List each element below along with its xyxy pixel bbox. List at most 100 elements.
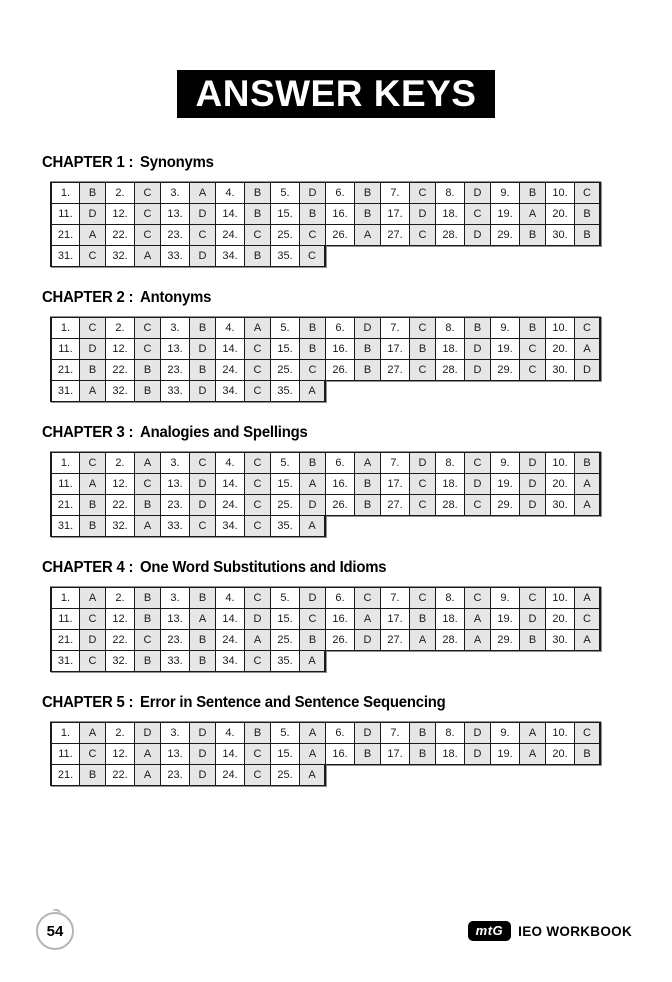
chapter-section-2: CHAPTER 2 : Antonyms 1. C 2. C 3. B 4. A 5. B 6. D 7. C… bbox=[42, 289, 630, 402]
answer-cell: D bbox=[464, 359, 491, 381]
question-number-cell: 4. bbox=[215, 722, 245, 744]
answer-cell: C bbox=[244, 650, 271, 672]
question-number-cell: 11. bbox=[50, 338, 80, 360]
question-number-cell: 8. bbox=[435, 587, 465, 609]
question-number-cell: 18. bbox=[435, 608, 465, 630]
question-number-cell: 10. bbox=[545, 182, 575, 204]
chapter-name: Error in Sentence and Sentence Sequencin… bbox=[140, 694, 446, 711]
answer-cell: C bbox=[189, 224, 216, 246]
question-number-cell: 25. bbox=[270, 359, 300, 381]
question-number-cell: 20. bbox=[545, 743, 575, 765]
question-number-cell: 9. bbox=[490, 317, 520, 339]
answer-cell: D bbox=[189, 494, 216, 516]
question-number-cell: 22. bbox=[105, 494, 135, 516]
answer-cell: C bbox=[79, 743, 106, 765]
question-number-cell: 30. bbox=[545, 359, 575, 381]
answer-cell: A bbox=[134, 515, 161, 537]
question-number-cell: 13. bbox=[160, 743, 190, 765]
question-number-cell: 16. bbox=[325, 338, 355, 360]
question-number-cell: 6. bbox=[325, 182, 355, 204]
workbook-title: IEO WORKBOOK bbox=[518, 923, 632, 939]
answer-cell: D bbox=[189, 764, 216, 786]
question-number-cell: 27. bbox=[380, 629, 410, 651]
answer-cell: B bbox=[244, 182, 271, 204]
chapter-heading: CHAPTER 3 : Analogies and Spellings bbox=[42, 424, 606, 442]
answer-cell: C bbox=[409, 224, 436, 246]
question-number-cell: 12. bbox=[105, 338, 135, 360]
question-number-cell: 12. bbox=[105, 608, 135, 630]
answer-cell: A bbox=[464, 608, 491, 630]
question-number-cell: 4. bbox=[215, 317, 245, 339]
answer-cell: A bbox=[519, 743, 546, 765]
question-number-cell: 20. bbox=[545, 473, 575, 495]
question-number-cell: 24. bbox=[215, 359, 245, 381]
answer-cell: C bbox=[79, 650, 106, 672]
answer-cell: B bbox=[409, 722, 436, 744]
answer-cell: D bbox=[354, 629, 381, 651]
question-number-cell: 15. bbox=[270, 203, 300, 225]
answer-cell: D bbox=[464, 743, 491, 765]
question-number-cell: 31. bbox=[50, 245, 80, 267]
answer-cell: D bbox=[464, 473, 491, 495]
question-number-cell: 35. bbox=[270, 650, 300, 672]
question-number-cell: 12. bbox=[105, 203, 135, 225]
question-number-cell: 4. bbox=[215, 452, 245, 474]
answer-cell: B bbox=[409, 608, 436, 630]
answer-cell: C bbox=[409, 473, 436, 495]
question-number-cell: 3. bbox=[160, 722, 190, 744]
answer-cell: B bbox=[354, 743, 381, 765]
question-number-cell: 9. bbox=[490, 452, 520, 474]
question-number-cell: 24. bbox=[215, 629, 245, 651]
answer-keys-content: CHAPTER 1 : Synonyms 1. B 2. C 3. A 4. B 5. D 6. B 7. C… bbox=[0, 154, 672, 786]
question-number-cell: 15. bbox=[270, 743, 300, 765]
answer-cell: C bbox=[299, 359, 326, 381]
question-number-cell: 25. bbox=[270, 224, 300, 246]
question-number-cell: 22. bbox=[105, 629, 135, 651]
question-number-cell: 29. bbox=[490, 494, 520, 516]
page-number-badge: 54 bbox=[36, 912, 74, 950]
answer-cell: C bbox=[189, 515, 216, 537]
question-number-cell: 6. bbox=[325, 452, 355, 474]
answer-cell: A bbox=[354, 608, 381, 630]
answer-cell: B bbox=[574, 224, 601, 246]
answer-cell: A bbox=[574, 473, 601, 495]
question-number-cell: 20. bbox=[545, 203, 575, 225]
answer-cell: C bbox=[464, 452, 491, 474]
answer-cell: B bbox=[299, 338, 326, 360]
question-number-cell: 13. bbox=[160, 203, 190, 225]
question-number-cell: 23. bbox=[160, 629, 190, 651]
question-number-cell: 25. bbox=[270, 629, 300, 651]
answer-cell: B bbox=[244, 722, 271, 744]
mtg-logo: mtG bbox=[467, 921, 512, 941]
answer-cell: B bbox=[79, 494, 106, 516]
answer-table: 1. C 2. A 3. C 4. C 5. B 6. A 7. D 8. C 9. D 10. B 11. A 12. C 1… bbox=[50, 451, 601, 537]
question-number-cell: 23. bbox=[160, 764, 190, 786]
question-number-cell: 21. bbox=[50, 629, 80, 651]
question-number-cell: 16. bbox=[325, 203, 355, 225]
answer-cell: C bbox=[464, 203, 491, 225]
question-number-cell: 11. bbox=[50, 743, 80, 765]
answer-cell: B bbox=[519, 317, 546, 339]
question-number-cell: 21. bbox=[50, 359, 80, 381]
answer-cell: B bbox=[134, 650, 161, 672]
answer-cell: A bbox=[519, 203, 546, 225]
answer-cell: B bbox=[79, 182, 106, 204]
question-number-cell: 6. bbox=[325, 722, 355, 744]
question-number-cell: 10. bbox=[545, 587, 575, 609]
answer-cell: A bbox=[79, 722, 106, 744]
question-number-cell: 6. bbox=[325, 587, 355, 609]
question-number-cell: 4. bbox=[215, 587, 245, 609]
answer-cell: B bbox=[354, 494, 381, 516]
question-number-cell: 15. bbox=[270, 473, 300, 495]
question-number-cell: 34. bbox=[215, 515, 245, 537]
question-number-cell: 32. bbox=[105, 380, 135, 402]
answer-cell: B bbox=[574, 743, 601, 765]
question-number-cell: 12. bbox=[105, 473, 135, 495]
question-number-cell: 26. bbox=[325, 494, 355, 516]
question-number-cell: 31. bbox=[50, 380, 80, 402]
answer-cell: D bbox=[79, 338, 106, 360]
answer-cell: D bbox=[574, 359, 601, 381]
question-number-cell: 13. bbox=[160, 473, 190, 495]
answer-cell: D bbox=[244, 608, 271, 630]
answer-cell: A bbox=[574, 494, 601, 516]
